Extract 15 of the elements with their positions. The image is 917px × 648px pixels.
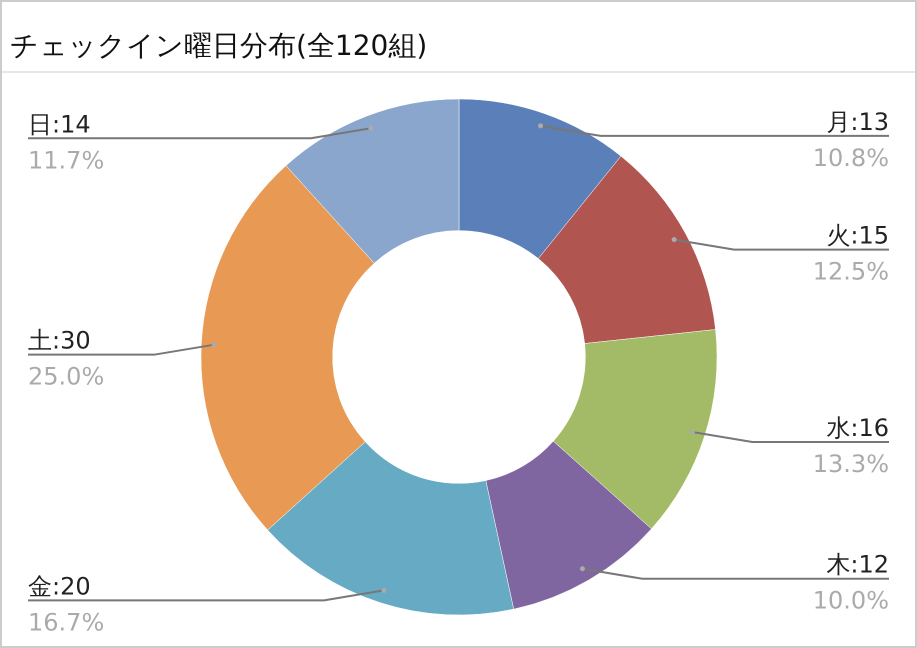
slice-label: 日:14	[28, 110, 91, 138]
slice-label: 土:30	[28, 326, 91, 355]
data-label: 16.7%	[28, 608, 104, 636]
data-label: 25.0%	[28, 362, 104, 391]
data-label: 13.3%	[812, 450, 889, 478]
slice-label: 木:12	[826, 550, 889, 579]
data-label: 10.8%	[812, 144, 889, 172]
slice-label: 火:15	[826, 222, 889, 250]
slice-label: 月:13	[826, 108, 889, 136]
slice-label: 金:20	[28, 572, 91, 600]
slice-label: 水:16	[826, 414, 889, 442]
data-label: 10.0%	[812, 586, 889, 615]
data-label: 11.7%	[28, 146, 104, 174]
data-label: 12.5%	[812, 258, 889, 286]
chart-title: チェックイン曜日分布(全120組)	[10, 29, 428, 62]
